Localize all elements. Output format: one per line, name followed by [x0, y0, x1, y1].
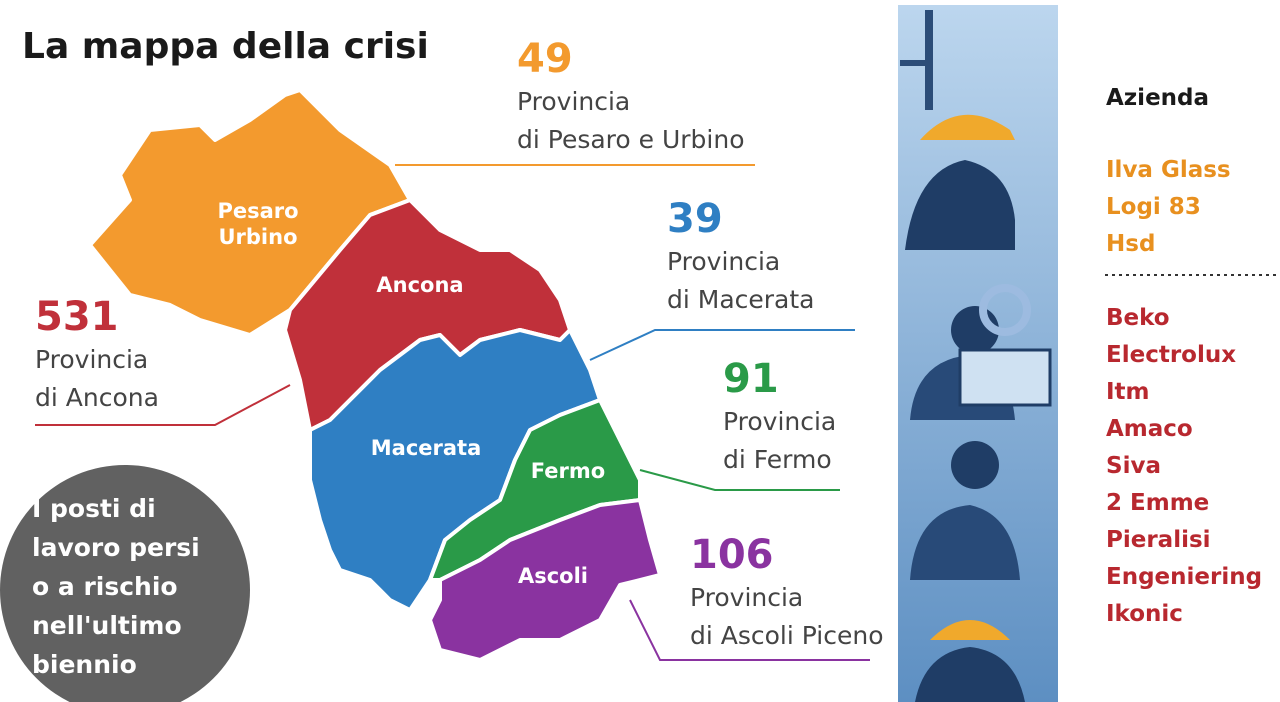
company-name: Pieralisi: [1106, 527, 1211, 553]
map-label: Ancona: [376, 273, 463, 297]
province-name: Provincia: [667, 247, 780, 276]
map-label: Urbino: [218, 225, 297, 249]
note-text: lavoro persi: [32, 533, 200, 562]
leader-line: [629, 599, 870, 661]
note-text: I posti di: [32, 494, 156, 523]
province-name: di Pesaro e Urbino: [517, 125, 745, 154]
province-name: Provincia: [517, 87, 630, 116]
map-label: Fermo: [531, 459, 605, 483]
note-text: nell'ultimo: [32, 611, 182, 640]
note-text: o a rischio: [32, 572, 178, 601]
province-name: di Ascoli Piceno: [690, 621, 884, 650]
leader-line: [35, 384, 291, 426]
company-name: Siva: [1106, 453, 1161, 479]
title: La mappa della crisi: [22, 26, 429, 67]
leader-line: [639, 469, 840, 491]
province-shape: [88, 88, 412, 337]
province-number: 91: [723, 356, 779, 402]
company-name: Beko: [1106, 305, 1170, 331]
map-label: Ascoli: [518, 564, 588, 588]
company-name: 2 Emme: [1106, 490, 1209, 516]
company-name: Logi 83: [1106, 194, 1201, 220]
province-number: 39: [667, 196, 723, 242]
province-name: Provincia: [35, 345, 148, 374]
province-number: 531: [35, 294, 119, 340]
company-name: Itm: [1106, 379, 1150, 405]
map-label: Macerata: [371, 436, 482, 460]
province-name: Provincia: [723, 407, 836, 436]
company-name: Hsd: [1106, 231, 1155, 257]
note-text: biennio: [32, 650, 137, 679]
province-name: di Macerata: [667, 285, 815, 314]
map: [88, 88, 662, 662]
province-name: di Fermo: [723, 445, 832, 474]
company-name: Engeniering: [1106, 564, 1262, 590]
companies-header: Azienda: [1106, 85, 1209, 111]
map-label: Pesaro: [217, 199, 298, 223]
leader-line: [589, 329, 855, 361]
province-name: Provincia: [690, 583, 803, 612]
province-shape: [428, 498, 662, 662]
company-name: Ilva Glass: [1106, 157, 1231, 183]
company-name: Amaco: [1106, 416, 1193, 442]
note-circle: [0, 465, 250, 702]
province-name: di Ancona: [35, 383, 159, 412]
company-name: Ikonic: [1106, 601, 1183, 627]
company-name: Electrolux: [1106, 342, 1236, 368]
illustration: [898, 5, 1058, 702]
province-number: 106: [690, 532, 774, 578]
province-number: 49: [517, 36, 573, 82]
